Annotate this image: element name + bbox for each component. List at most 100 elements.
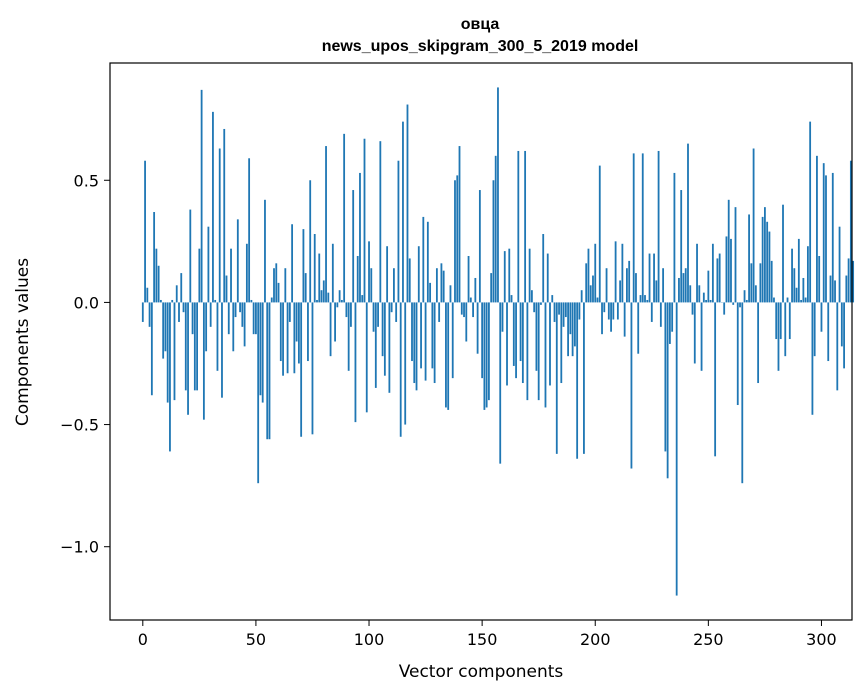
bar [526, 302, 529, 401]
bar [273, 268, 275, 303]
bar [510, 295, 513, 303]
bar [390, 302, 393, 313]
bar [698, 285, 701, 303]
bar [424, 302, 427, 381]
bar [293, 302, 296, 374]
bar [417, 246, 420, 303]
bar [307, 302, 309, 362]
bar [472, 302, 474, 318]
bar [372, 302, 375, 332]
bar [650, 302, 653, 322]
bar [515, 302, 517, 379]
bar [438, 302, 441, 322]
bar [268, 302, 271, 440]
bar [499, 302, 502, 464]
bar [601, 302, 603, 335]
bar [702, 292, 705, 303]
bar [847, 258, 850, 303]
bar [442, 270, 445, 303]
bar [598, 165, 601, 303]
bar [440, 263, 443, 303]
bar [730, 238, 732, 303]
bar [766, 221, 769, 303]
bar [345, 302, 348, 318]
bar [381, 302, 384, 357]
bar [354, 302, 357, 423]
bar [564, 302, 567, 318]
bar [551, 295, 554, 303]
bar [761, 216, 764, 303]
bar [336, 302, 339, 308]
bar [171, 299, 174, 303]
bar [393, 268, 395, 303]
bar [711, 243, 714, 303]
bar [490, 273, 493, 303]
chart-title: овца [461, 16, 500, 33]
bar [300, 302, 303, 437]
bar [705, 299, 707, 303]
bar [569, 302, 572, 335]
bar [426, 221, 429, 303]
bar [365, 302, 368, 413]
x-tick-label: 50 [246, 630, 266, 649]
bar [144, 160, 146, 303]
bar [616, 302, 619, 320]
bar [243, 302, 246, 347]
bar [834, 280, 836, 303]
bar [675, 302, 678, 596]
bar [764, 207, 766, 303]
bar [770, 260, 773, 303]
bar [831, 172, 834, 303]
bar-series [141, 87, 855, 596]
bar [422, 216, 425, 303]
bar [540, 302, 542, 305]
bar [671, 302, 674, 332]
bar [723, 302, 726, 315]
bar [483, 302, 486, 410]
bar [813, 302, 816, 357]
bar [555, 302, 558, 454]
bar [795, 287, 798, 303]
bar [594, 243, 597, 303]
bar [433, 302, 436, 384]
bar [322, 280, 325, 303]
bar [454, 180, 456, 303]
bar [528, 248, 531, 303]
bar [571, 302, 574, 357]
bar [775, 302, 778, 340]
bar [153, 212, 156, 303]
bar [797, 238, 800, 303]
bar [691, 302, 694, 315]
bar [411, 302, 413, 362]
bar [693, 302, 696, 364]
bar [734, 207, 737, 303]
bar [173, 302, 176, 401]
bar [445, 302, 447, 408]
bar [696, 243, 698, 303]
bar [189, 209, 192, 303]
bar [169, 302, 171, 452]
bar [386, 246, 389, 303]
bar [451, 302, 454, 379]
bar [458, 146, 461, 303]
bar [456, 175, 459, 303]
bar [202, 302, 205, 420]
bar [223, 128, 226, 303]
bar [395, 302, 398, 322]
bar [245, 243, 248, 303]
bar [347, 302, 350, 371]
bar [558, 302, 560, 315]
bar [214, 299, 217, 303]
bar [178, 302, 180, 322]
x-tick-label: 300 [806, 630, 837, 649]
bar [637, 302, 640, 354]
bar [840, 302, 843, 347]
bar [141, 302, 144, 322]
bar [773, 297, 775, 303]
bar [338, 290, 341, 303]
bar [155, 248, 158, 303]
bar [623, 302, 626, 337]
bar [560, 302, 563, 384]
bar [209, 302, 212, 327]
